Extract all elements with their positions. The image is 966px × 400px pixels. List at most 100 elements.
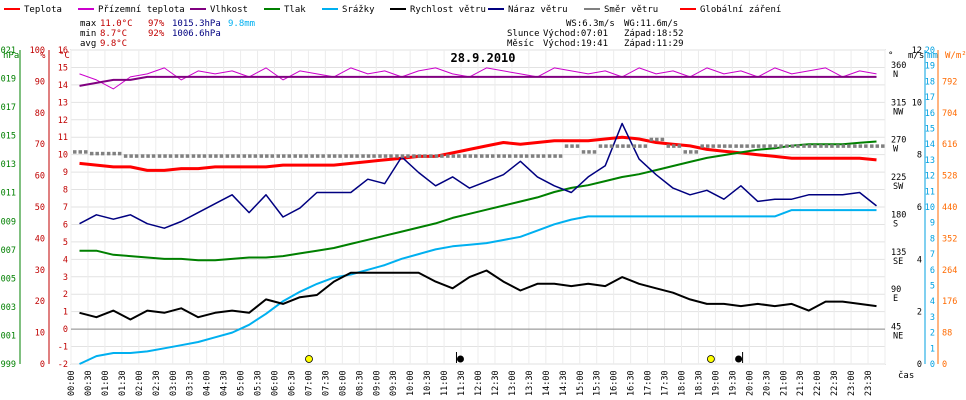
wind-direction-dot xyxy=(507,154,512,158)
wind-direction-dot xyxy=(344,154,348,158)
mm-tick-label: 14 xyxy=(925,140,935,150)
x-tick-label: 04:30 xyxy=(220,370,230,396)
deg-tick-label: 90 xyxy=(891,285,901,295)
wind-direction-dot xyxy=(468,154,473,158)
axes-layer: 00:00 00:30 01:00 01:30 02:00 02:30 03:00 03:30… xyxy=(0,46,966,396)
mm-tick-label: 12 xyxy=(925,172,935,182)
x-tick-label: 19:00 xyxy=(711,370,721,396)
wind-direction-dot xyxy=(649,137,654,142)
wind-direction-dot xyxy=(587,150,591,154)
x-axis-label: čas xyxy=(898,370,914,381)
x-tick-label: 10:30 xyxy=(423,370,433,396)
deg-tick-label: 135 xyxy=(891,248,906,258)
degc-tick-label: 5 xyxy=(63,238,68,248)
pct-tick-label: 80 xyxy=(35,109,45,119)
wind-direction-dot xyxy=(875,144,880,148)
x-tick-label: 13:30 xyxy=(525,370,535,396)
wm2-tick-label: 0 xyxy=(942,360,947,370)
x-tick-label: 07:00 xyxy=(304,370,314,396)
degc-tick-label: 14 xyxy=(58,81,68,91)
wm2-tick-label: 264 xyxy=(942,266,957,276)
wind-direction-dot xyxy=(191,154,196,158)
wind-direction-dot xyxy=(694,150,698,154)
wind-direction-dot xyxy=(293,154,297,158)
wind-direction-dot xyxy=(638,144,642,148)
wind-direction-dot xyxy=(168,154,173,158)
wind-direction-dot xyxy=(643,144,648,148)
stat-row-label: max xyxy=(80,19,97,29)
wind-direction-dot xyxy=(536,154,540,158)
series-naraz-vetru xyxy=(79,122,877,229)
wind-direction-dot xyxy=(474,154,478,158)
wind-direction-dot xyxy=(756,144,761,148)
wind-direction-dot xyxy=(683,150,687,154)
series-srazky xyxy=(79,209,877,365)
wind-direction-dot xyxy=(463,154,467,158)
dir-tick-label: NE xyxy=(893,332,903,342)
x-tick-label: 02:00 xyxy=(135,370,145,396)
hpa-tick-label: 1001 xyxy=(0,331,16,341)
x-tick-label: 17:30 xyxy=(661,370,671,396)
wind-direction-dot xyxy=(768,144,772,148)
x-tick-label: 07:30 xyxy=(321,370,331,396)
pct-tick-label: 10 xyxy=(35,329,45,339)
wind-direction-dot xyxy=(100,151,105,156)
dir-tick-label: SE xyxy=(893,257,903,267)
x-tick-label: 02:30 xyxy=(152,370,162,396)
legend-label: Teplota xyxy=(24,5,62,15)
stat-press: 1006.6hPa xyxy=(172,29,221,39)
wind-direction-dot xyxy=(197,154,201,158)
wind-direction-dot xyxy=(785,144,789,148)
mm-tick-label: 18 xyxy=(925,77,935,87)
stat-ws: WS:6.3m/s xyxy=(566,19,615,29)
degc-tick-label: 11 xyxy=(58,133,68,143)
ms-axis-label: m/s xyxy=(908,51,924,61)
deg-axis-label: ° xyxy=(888,51,893,61)
ms-tick-label: 4 xyxy=(917,255,922,265)
degc-tick-label: 6 xyxy=(63,220,68,230)
degc-tick-label: 15 xyxy=(58,63,68,73)
wind-direction-dot xyxy=(802,144,806,148)
deg-tick-label: 315 xyxy=(891,98,906,108)
mm-tick-label: 16 xyxy=(925,109,935,119)
wind-direction-dot xyxy=(389,154,393,158)
series-layer xyxy=(73,67,885,365)
series-vlhkost xyxy=(79,75,877,87)
x-tick-label: 17:00 xyxy=(644,370,654,396)
degc-tick-label: 7 xyxy=(63,203,68,213)
x-tick-label: 15:30 xyxy=(593,370,603,396)
sunset-time: Západ:18:52 xyxy=(624,29,684,39)
wind-direction-dot xyxy=(78,150,82,154)
wind-direction-dot xyxy=(836,144,840,148)
x-tick-label: 06:00 xyxy=(271,370,281,396)
wind-direction-dot xyxy=(632,144,637,148)
wind-direction-dot xyxy=(717,144,721,148)
wind-direction-dot xyxy=(366,154,371,158)
degc-tick-label: 4 xyxy=(63,255,68,265)
hpa-tick-label: 1015 xyxy=(0,132,16,142)
legend-label: Rychlost větru xyxy=(410,5,486,15)
legend-label: Vlhkost xyxy=(210,5,248,15)
wind-direction-dot xyxy=(355,154,359,158)
ms-tick-label: 8 xyxy=(917,151,922,161)
wind-direction-dot xyxy=(881,144,885,148)
wind-direction-dot xyxy=(134,154,139,158)
x-tick-label: 20:00 xyxy=(745,370,755,396)
mm-tick-label: 5 xyxy=(930,282,935,292)
legend: Teplota Přízemní teplota Vlhkost Tlak Srážky… xyxy=(4,5,781,15)
wind-direction-dot xyxy=(202,154,207,158)
x-tick-label: 23:00 xyxy=(847,370,857,396)
wind-direction-dot xyxy=(705,144,710,148)
wind-direction-dot xyxy=(604,144,608,148)
wind-direction-dot xyxy=(847,144,851,148)
x-tick-label: 08:30 xyxy=(355,370,365,396)
wind-direction-dot xyxy=(117,151,122,156)
sunrise-time: Východ:07:01 xyxy=(543,29,608,39)
wm2-tick-label: 792 xyxy=(942,77,957,87)
deg-tick-label: 225 xyxy=(891,173,906,183)
stat-row-label: min xyxy=(80,29,96,39)
degc-tick-label: 8 xyxy=(63,186,68,196)
x-tick-label: 18:30 xyxy=(694,370,704,396)
mm-tick-label: 17 xyxy=(925,93,935,103)
